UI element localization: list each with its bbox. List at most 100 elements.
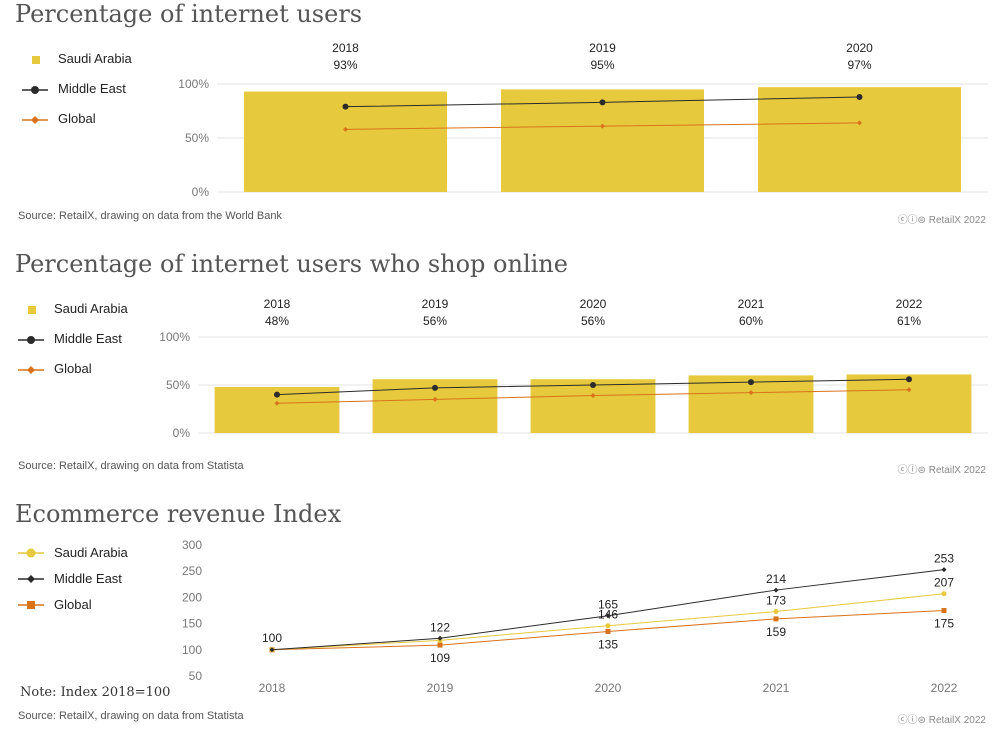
data-label-global: 135 bbox=[598, 637, 618, 651]
value-label: 61% bbox=[897, 314, 921, 328]
data-label-global: 175 bbox=[934, 617, 954, 631]
legend-label: Middle East bbox=[54, 331, 122, 346]
credit: ⓒⓘ⊜ RetailX 2022 bbox=[898, 711, 986, 726]
data-label-middle-east: 253 bbox=[934, 552, 954, 566]
point-middle-east bbox=[773, 587, 779, 593]
point-middle-east bbox=[599, 99, 606, 106]
square-marker-icon bbox=[32, 56, 40, 64]
legend-label: Global bbox=[54, 597, 92, 612]
point-middle-east bbox=[856, 93, 863, 100]
x-tick-label: 2022 bbox=[931, 681, 958, 695]
y-tick-label: 200 bbox=[182, 590, 202, 604]
x-tick-label: 2021 bbox=[763, 681, 790, 695]
y-tick-label: 0% bbox=[192, 185, 210, 199]
point-middle-east bbox=[274, 391, 280, 398]
y-tick-label: 300 bbox=[182, 538, 202, 552]
chart-plot-area: 0% 50% 100% 2018 48% 2019 56% 2020 56% 2021 60% 202… bbox=[159, 297, 988, 440]
x-tick-label: 2019 bbox=[427, 681, 454, 695]
point-saudi-arabia bbox=[605, 623, 611, 629]
value-label: 93% bbox=[333, 58, 357, 72]
legend-label: Saudi Arabia bbox=[54, 545, 128, 560]
category-label: 2020 bbox=[580, 297, 607, 311]
online-shoppers-chart-panel: Percentage of internet users who shop on… bbox=[0, 250, 1001, 500]
line-diamond-marker-icon bbox=[22, 116, 48, 124]
creative-commons-icon: ⓒⓘ⊜ bbox=[897, 215, 926, 226]
line-square-marker-icon bbox=[18, 601, 44, 609]
value-label: 56% bbox=[581, 314, 605, 328]
point-global bbox=[941, 608, 947, 613]
bar-saudi-arabia bbox=[846, 374, 972, 433]
source-note: Source: RetailX, drawing on data from St… bbox=[18, 710, 244, 722]
line-diamond-marker-icon bbox=[18, 575, 44, 583]
line-dot-marker-icon bbox=[18, 336, 44, 344]
legend-label: Saudi Arabia bbox=[54, 301, 128, 316]
legend-label: Middle East bbox=[58, 81, 126, 96]
chart-plot-area: 50 100 150 200 250 300 2018 2019 2020 2021 2022 109… bbox=[182, 538, 958, 695]
point-global bbox=[748, 390, 754, 396]
y-tick-label: 50 bbox=[189, 669, 203, 683]
line-dot-marker-icon bbox=[18, 548, 44, 558]
point-global bbox=[605, 628, 611, 634]
x-tick-label: 2018 bbox=[259, 681, 286, 695]
y-tick-label: 100% bbox=[159, 330, 190, 344]
point-global bbox=[437, 642, 443, 648]
data-label-middle-east: 122 bbox=[430, 620, 450, 634]
y-tick-label: 100 bbox=[182, 643, 202, 657]
value-label: 95% bbox=[590, 58, 614, 72]
point-middle-east bbox=[748, 379, 754, 386]
value-label: 56% bbox=[423, 314, 447, 328]
point-middle-east bbox=[590, 382, 596, 388]
creative-commons-icon: ⓒⓘ⊜ bbox=[897, 465, 926, 476]
point-middle-east bbox=[432, 384, 438, 391]
legend-label: Saudi Arabia bbox=[58, 51, 132, 66]
point-global bbox=[432, 396, 438, 402]
bar-saudi-arabia bbox=[530, 379, 656, 433]
category-label: 2018 bbox=[264, 297, 291, 311]
point-middle-east bbox=[941, 567, 947, 573]
category-label: 2020 bbox=[846, 41, 873, 55]
point-global bbox=[274, 400, 280, 406]
square-marker-icon bbox=[28, 306, 36, 314]
chart-title: Percentage of internet users bbox=[15, 0, 363, 28]
chart-title: Percentage of internet users who shop on… bbox=[15, 250, 568, 278]
chart-plot-area: 0% 50% 100% 2018 93% 2019 95% 2020 97% bbox=[178, 41, 988, 199]
index-note: Note: Index 2018=100 bbox=[20, 685, 171, 700]
category-label: 2019 bbox=[422, 297, 449, 311]
source-note: Source: RetailX, drawing on data from th… bbox=[18, 210, 282, 222]
y-tick-label: 50% bbox=[185, 131, 209, 145]
data-label-middle-east: 165 bbox=[598, 598, 618, 612]
category-label: 2022 bbox=[896, 297, 923, 311]
point-global bbox=[773, 616, 779, 622]
point-global bbox=[600, 123, 605, 129]
y-tick-label: 0% bbox=[173, 426, 191, 440]
legend-label: Global bbox=[54, 361, 92, 376]
legend-label: Middle East bbox=[54, 571, 122, 586]
value-label: 97% bbox=[847, 58, 871, 72]
y-tick-label: 250 bbox=[182, 564, 202, 578]
source-note: Source: RetailX, drawing on data from St… bbox=[18, 460, 244, 472]
data-label-saudi-arabia: 173 bbox=[766, 594, 786, 608]
internet-users-chart-panel: Percentage of internet users Saudi Arabi… bbox=[0, 0, 1001, 250]
data-label-global: 109 bbox=[430, 651, 450, 665]
y-tick-label: 50% bbox=[166, 378, 190, 392]
line-dot-marker-icon bbox=[22, 86, 48, 94]
bar-saudi-arabia bbox=[500, 89, 705, 192]
x-tick-label: 2020 bbox=[595, 681, 622, 695]
credit-text: RetailX 2022 bbox=[928, 215, 986, 226]
line-diamond-marker-icon bbox=[18, 366, 44, 374]
point-middle-east bbox=[437, 635, 443, 641]
y-tick-label: 150 bbox=[182, 617, 202, 631]
point-global bbox=[590, 393, 596, 399]
point-middle-east bbox=[342, 103, 349, 110]
legend-label: Global bbox=[58, 111, 96, 126]
point-middle-east bbox=[906, 376, 912, 383]
value-label: 48% bbox=[265, 314, 289, 328]
credit: ⓒⓘ⊜ RetailX 2022 bbox=[898, 461, 986, 476]
point-middle-east bbox=[269, 647, 275, 653]
point-global bbox=[906, 387, 912, 393]
bar-saudi-arabia bbox=[757, 87, 962, 192]
data-label-middle-east: 214 bbox=[766, 572, 786, 586]
credit: ⓒⓘ⊜ RetailX 2022 bbox=[898, 211, 986, 226]
value-label: 60% bbox=[739, 314, 763, 328]
credit-text: RetailX 2022 bbox=[928, 715, 986, 726]
